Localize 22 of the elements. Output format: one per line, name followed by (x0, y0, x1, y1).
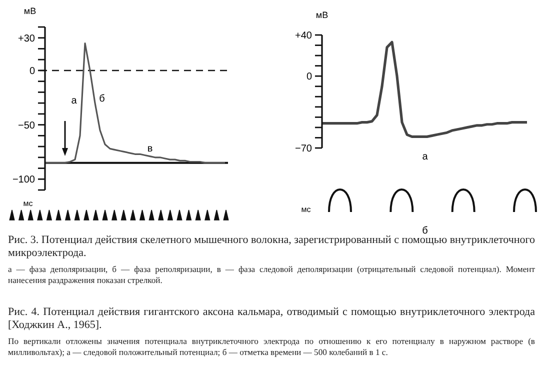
y-tick-label: −50 (18, 120, 36, 132)
x-axis-title: мс (23, 199, 33, 208)
annotation: в (147, 144, 153, 154)
text: а (422, 152, 428, 162)
y-tick-label: 0 (306, 72, 312, 83)
y-axis-title: мВ (24, 6, 36, 16)
y-tick-label: +30 (18, 33, 36, 44)
x-axis-title: мс (301, 205, 311, 214)
y-axis-title: мВ (316, 10, 328, 20)
y-tick-label: −70 (295, 144, 312, 154)
text: По вертикали отложены значения потенциала внутриклеточного электрода по отношению к его потенциалу в наружном растворе (в милливольтах); а — следовой положительный потенциал; б — отметка времени — 500 колебаний в 1 с. (8, 336, 535, 357)
y-tick-label: −100 (12, 174, 36, 186)
text: б (422, 226, 428, 236)
y-tick-label: 0 (29, 66, 36, 77)
line-series (44, 42, 226, 164)
line-series (320, 40, 528, 138)
text: а — фаза деполяризации, б — фаза реполяризации, в — фаза следовой деполяризации (отрицательный следовой потенциал). Момент нанесения раздражения показан стрелкой. (8, 264, 535, 285)
text: Рис. 4. Потенциал действия гигантского аксона кальмара, отводимый с помощью внутриклеточного электрода [Ходжкин А., 1965]. (8, 306, 535, 331)
annotation: а (71, 96, 78, 106)
text: Рис. 3. Потенциал действия скелетного мышечного волокна, зарегистрированный с помощью внутриклеточного микроэлектрода. (8, 234, 535, 259)
y-tick-label: +40 (295, 30, 312, 42)
annotation: б (99, 94, 106, 104)
